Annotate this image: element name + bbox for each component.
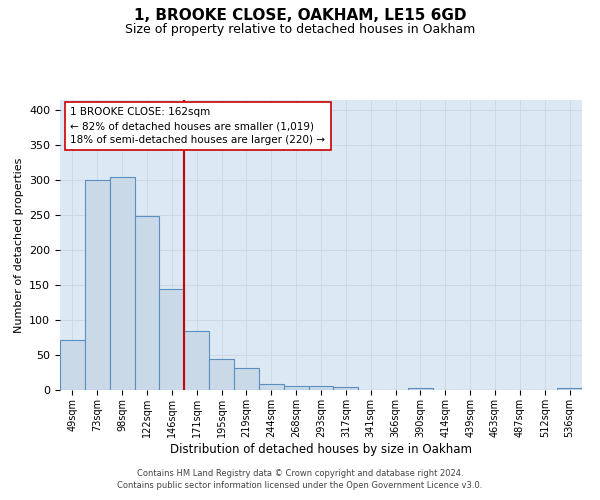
- Bar: [85, 180, 110, 390]
- Text: 1, BROOKE CLOSE, OAKHAM, LE15 6GD: 1, BROOKE CLOSE, OAKHAM, LE15 6GD: [134, 8, 466, 22]
- Text: Contains HM Land Registry data © Crown copyright and database right 2024.
Contai: Contains HM Land Registry data © Crown c…: [118, 469, 482, 490]
- Bar: [259, 384, 284, 390]
- Bar: [234, 368, 259, 390]
- Bar: [60, 340, 85, 390]
- Bar: [184, 332, 209, 390]
- Bar: [134, 216, 160, 390]
- Bar: [160, 288, 184, 390]
- Bar: [209, 358, 234, 390]
- Bar: [557, 388, 582, 390]
- Text: Distribution of detached houses by size in Oakham: Distribution of detached houses by size …: [170, 442, 472, 456]
- Text: 1 BROOKE CLOSE: 162sqm
← 82% of detached houses are smaller (1,019)
18% of semi-: 1 BROOKE CLOSE: 162sqm ← 82% of detached…: [70, 108, 325, 146]
- Bar: [284, 386, 308, 390]
- Y-axis label: Number of detached properties: Number of detached properties: [14, 158, 23, 332]
- Bar: [408, 388, 433, 390]
- Text: Size of property relative to detached houses in Oakham: Size of property relative to detached ho…: [125, 22, 475, 36]
- Bar: [308, 386, 334, 390]
- Bar: [334, 387, 358, 390]
- Bar: [110, 177, 134, 390]
